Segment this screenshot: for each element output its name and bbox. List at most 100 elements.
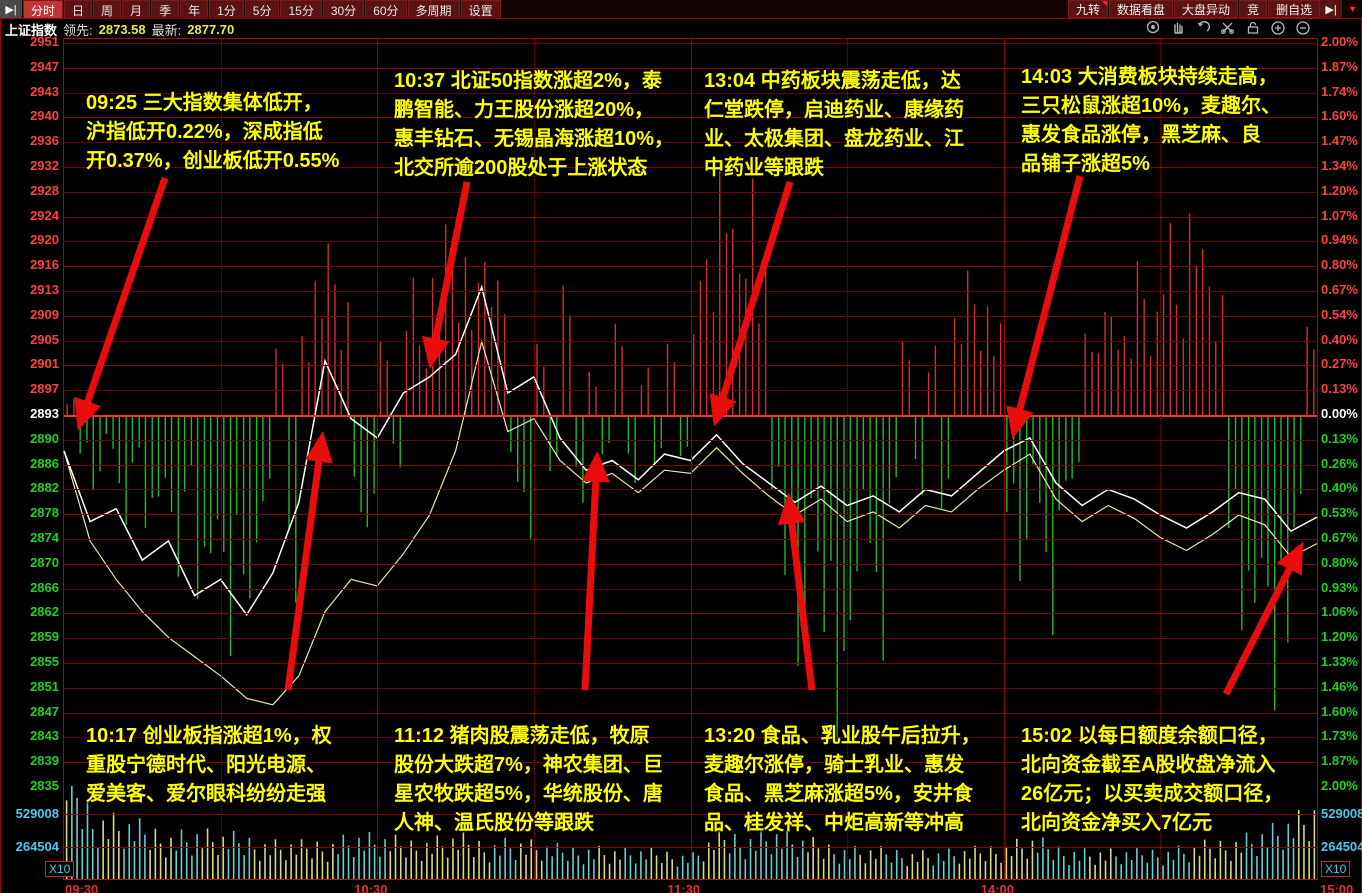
price-gridline — [64, 266, 1317, 268]
zoom-in-icon[interactable] — [1270, 20, 1286, 35]
percent-label: 0.93% — [1321, 579, 1358, 595]
price-gridline — [64, 539, 1317, 540]
lock-icon[interactable] — [1245, 20, 1261, 35]
price-label: 2890 — [30, 430, 59, 446]
toolbar-button-2[interactable]: 大盘异动 — [1174, 0, 1239, 18]
toolbar-button-1[interactable]: 数据看盘 — [1109, 0, 1174, 18]
price-gridline — [64, 365, 1317, 367]
zoom-out-icon[interactable] — [1295, 20, 1311, 35]
annotation-note-1037: 10:37 北证50指数涨超2%，泰 鹏智能、力王股份涨超20%， 惠丰钻石、无… — [394, 70, 675, 179]
price-label: 2893 — [30, 406, 59, 421]
price-label: 2936 — [30, 133, 59, 149]
toolbar-button-3[interactable]: 竞 — [1239, 0, 1268, 18]
eye-icon[interactable] — [1145, 20, 1161, 35]
percent-label: 1.74% — [1321, 83, 1358, 99]
price-gridline — [64, 67, 1317, 69]
chevron-down-icon[interactable]: ▼ — [1348, 4, 1357, 14]
price-gridline — [64, 712, 1317, 714]
percent-label: 1.06% — [1321, 604, 1358, 620]
period-tab-8[interactable]: 15分 — [280, 0, 322, 18]
price-gridline — [64, 464, 1317, 466]
intraday-plot[interactable] — [63, 38, 1318, 788]
percent-label: 1.33% — [1321, 654, 1358, 669]
price-gridline — [64, 762, 1317, 764]
time-gridline — [534, 784, 536, 879]
price-label: 2847 — [30, 703, 59, 719]
percent-label: 0.67% — [1321, 530, 1358, 545]
period-tab-4[interactable]: 季 — [151, 0, 180, 18]
price-gridline — [64, 216, 1317, 218]
price-label: 2862 — [30, 604, 59, 620]
price-label: 2843 — [30, 728, 59, 744]
leading-label: 领先: — [63, 22, 93, 38]
percent-label: 0.80% — [1321, 257, 1358, 273]
percent-label: 1.87% — [1321, 753, 1358, 769]
time-gridline — [691, 784, 692, 879]
price-gridline — [64, 191, 1317, 193]
price-label: 2839 — [30, 753, 59, 769]
percent-label: 1.46% — [1321, 678, 1358, 694]
period-tab-12[interactable]: 设置 — [460, 0, 501, 18]
toolbar-right-buttons: 九转 数据看盘 大盘异动竞删自选 — [1067, 0, 1321, 18]
volume-scale-label: 264504 — [15, 838, 59, 854]
volume-pane[interactable] — [63, 784, 1318, 880]
volume-scale-label: 529008 — [15, 806, 59, 821]
price-label: 2947 — [30, 58, 59, 74]
price-gridline — [64, 563, 1317, 565]
price-label: 2882 — [30, 480, 59, 496]
period-tab-6[interactable]: 1分 — [209, 0, 244, 18]
price-gridline — [64, 514, 1317, 516]
period-tab-3[interactable]: 月 — [122, 0, 151, 18]
percent-label: 1.47% — [1321, 133, 1358, 149]
price-gridline — [64, 663, 1317, 664]
toolbar-button-4[interactable]: 删自选 — [1268, 0, 1321, 18]
leading-value: 2873.58 — [98, 21, 146, 37]
collapse-left-icon[interactable]: ▶| — [0, 0, 23, 18]
percent-label: 0.13% — [1321, 381, 1358, 397]
annotation-note-1112: 11:12 猪肉股震荡走低，牧原 股份大跌超7%，神农集团、巨 星农牧跌超5%，… — [394, 725, 663, 834]
price-gridline — [64, 390, 1317, 392]
period-tab-9[interactable]: 30分 — [322, 0, 365, 18]
price-label: 2901 — [30, 356, 59, 372]
period-tab-0[interactable]: 分时 — [23, 0, 64, 18]
percent-label: 0.67% — [1321, 282, 1358, 297]
price-label: 2886 — [30, 455, 59, 471]
price-label: 2905 — [30, 331, 59, 347]
time-gridline — [1160, 784, 1162, 879]
scissors-icon[interactable] — [1220, 20, 1236, 35]
volume-multiplier: X10 — [1321, 861, 1351, 877]
price-label: 2859 — [30, 629, 59, 645]
time-gridline — [1004, 39, 1005, 785]
time-gridline — [1160, 39, 1162, 785]
price-gridline — [64, 489, 1317, 491]
volume-scale-label: 264504 — [1321, 838, 1362, 854]
price-label: 2913 — [30, 282, 59, 297]
price-label: 2924 — [30, 207, 59, 223]
price-gridline — [64, 241, 1317, 243]
price-label: 2851 — [30, 678, 59, 694]
period-tab-1[interactable]: 日 — [64, 0, 93, 18]
price-label: 2928 — [30, 182, 59, 198]
percent-label: 0.94% — [1321, 232, 1358, 248]
percent-label: 1.20% — [1321, 182, 1358, 198]
hand-icon[interactable] — [1170, 20, 1186, 35]
price-gridline — [64, 638, 1317, 640]
latest-value: 2877.70 — [187, 21, 235, 37]
period-tab-7[interactable]: 5分 — [244, 0, 280, 18]
price-label: 2897 — [30, 381, 59, 397]
toolbar-button-0[interactable]: 九转 — [1068, 0, 1109, 18]
time-gridline — [534, 39, 536, 785]
annotation-note-1502: 15:02 以每日额度余额口径， 北向资金截至A股收盘净流入 26亿元；以买卖成… — [1021, 725, 1284, 834]
price-label: 2940 — [30, 108, 59, 124]
price-gridline — [64, 167, 1317, 168]
period-tab-11[interactable]: 多周期 — [407, 0, 460, 18]
percent-label: 2.00% — [1321, 778, 1358, 793]
collapse-right-icon[interactable]: ▶| — [1320, 0, 1344, 18]
period-tab-2[interactable]: 周 — [93, 0, 122, 18]
percent-label: 1.07% — [1321, 207, 1358, 223]
percent-label: 0.27% — [1321, 356, 1358, 372]
undo-icon[interactable] — [1195, 20, 1211, 35]
period-tab-10[interactable]: 60分 — [365, 0, 407, 18]
period-tab-5[interactable]: 年 — [180, 0, 209, 18]
